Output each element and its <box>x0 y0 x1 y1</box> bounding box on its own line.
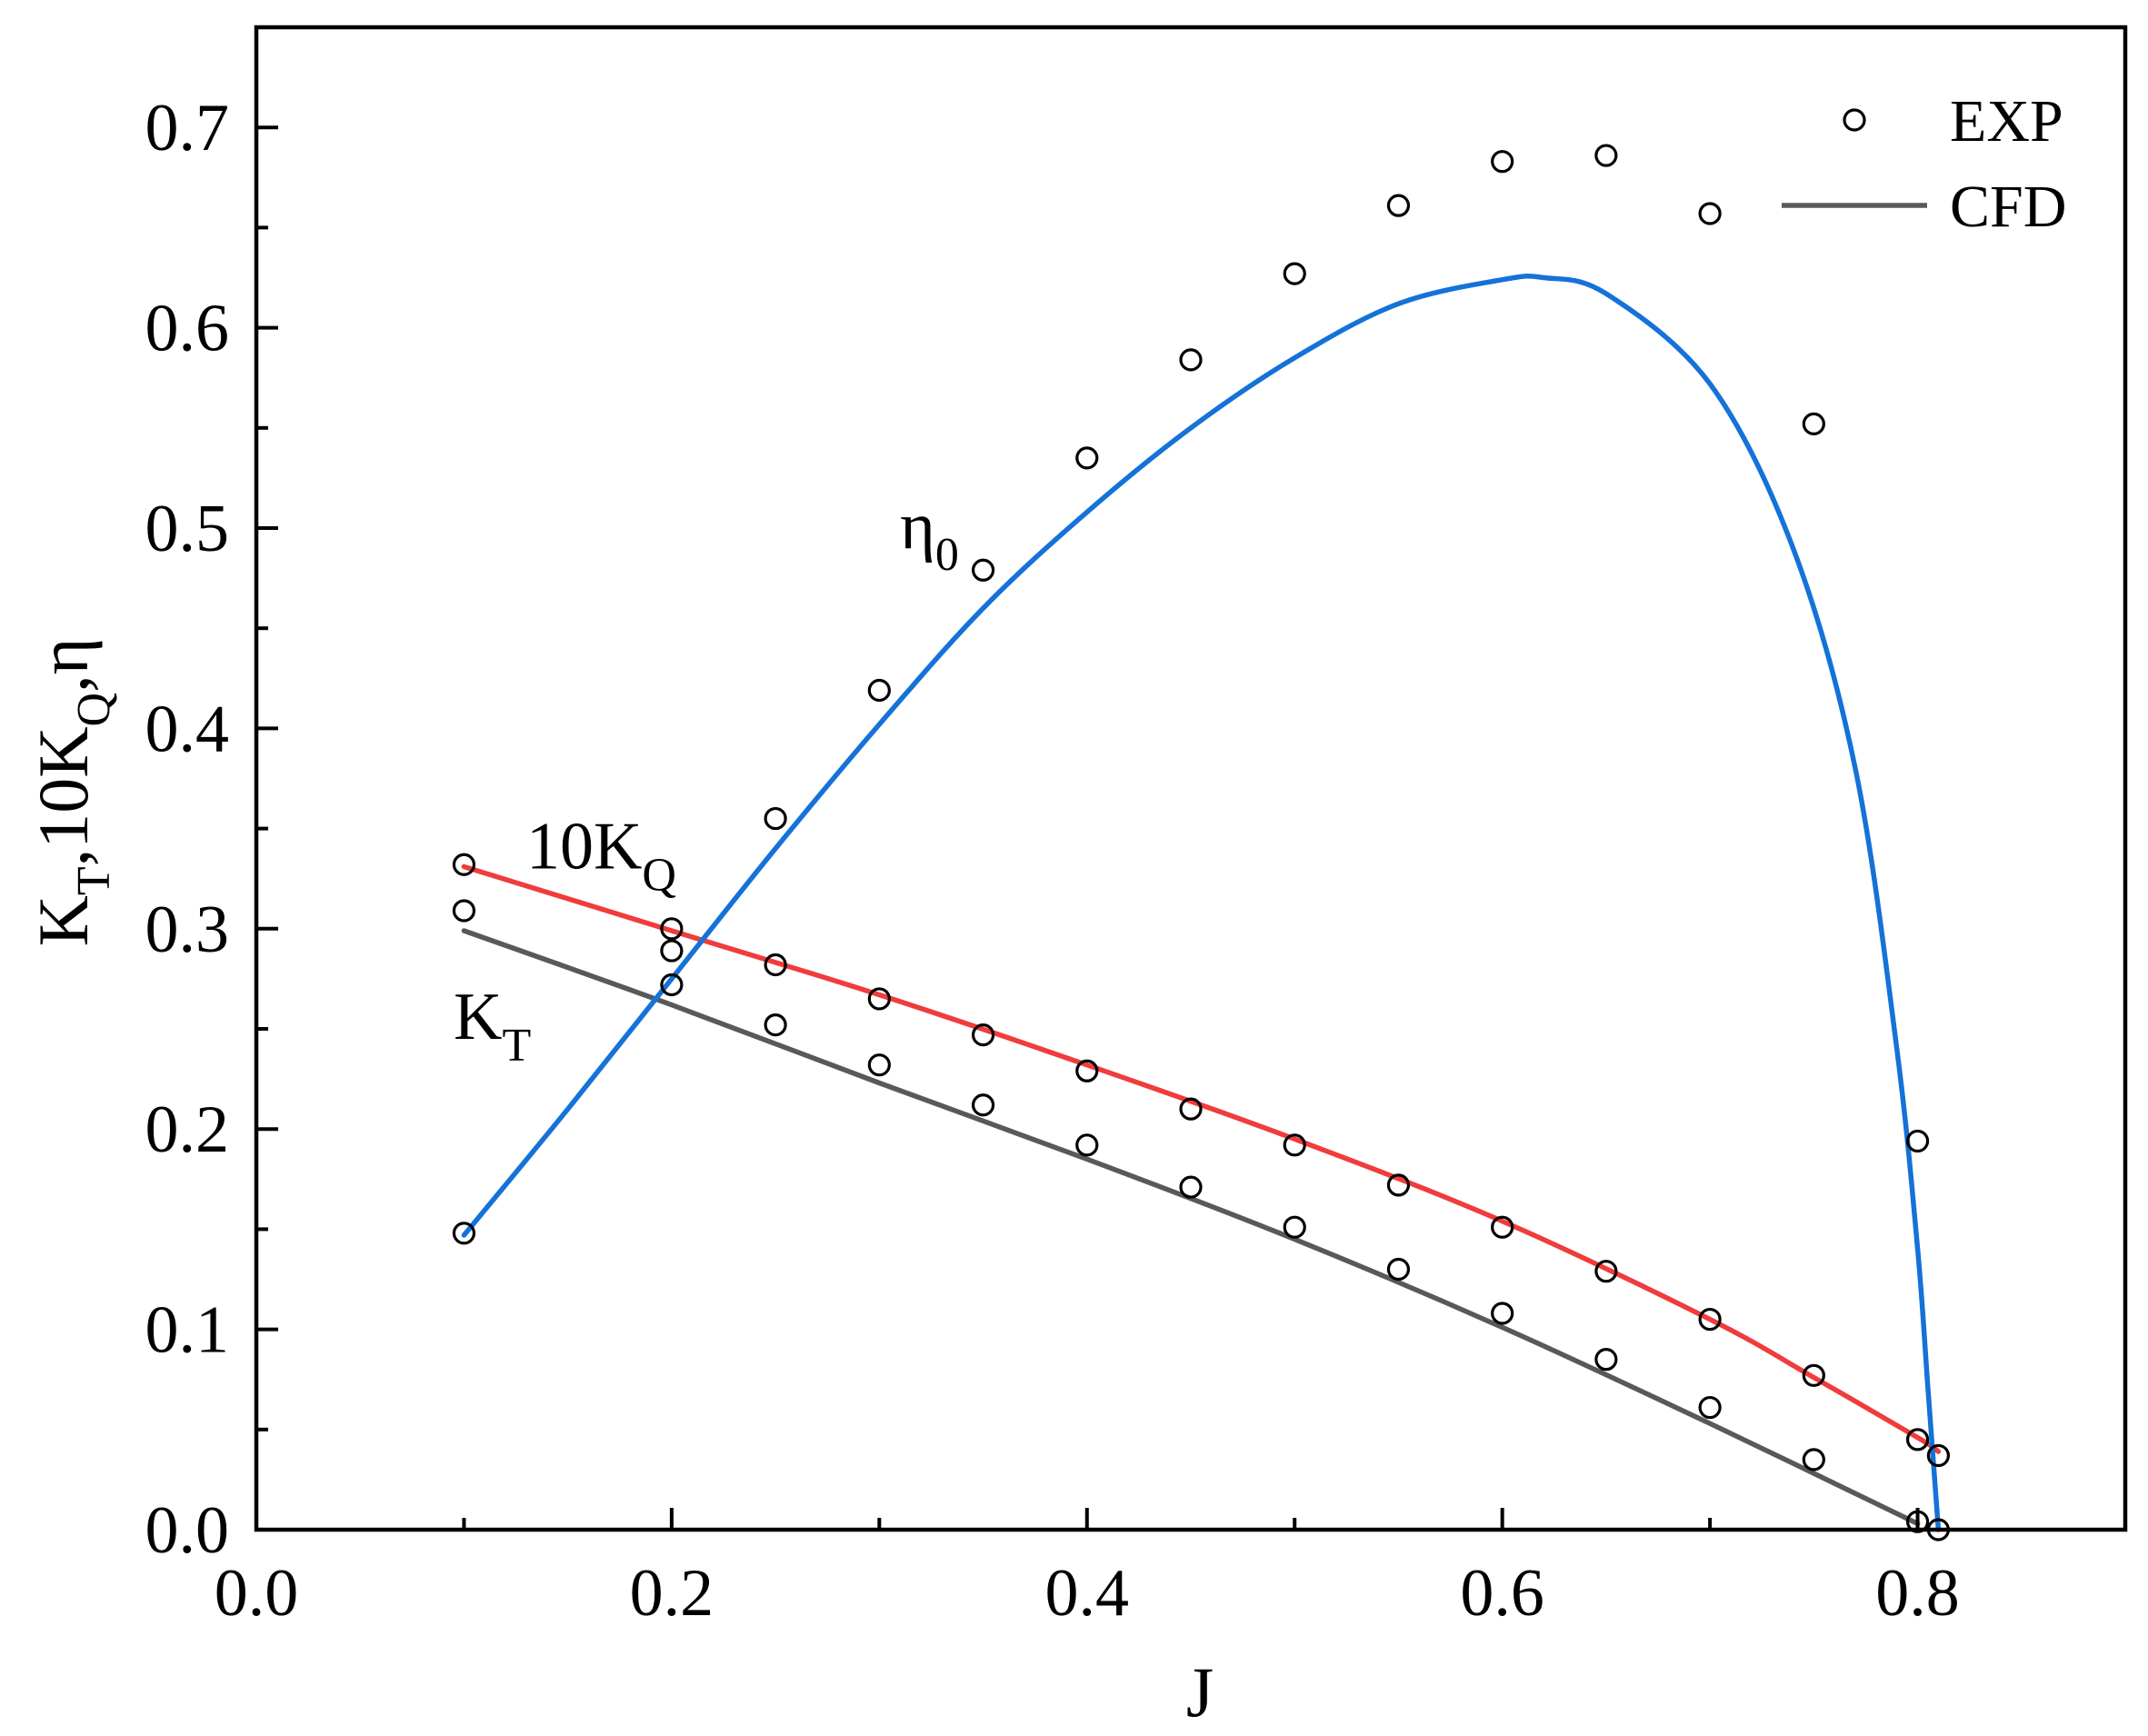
data-point-eta_exp <box>1075 446 1099 470</box>
y-axis-title-part: ,10K <box>24 726 103 866</box>
data-point-kt_exp <box>971 1093 995 1117</box>
data-point-kt_exp <box>1283 1215 1306 1239</box>
data-point-kq10_exp <box>1698 1307 1722 1332</box>
data-point-kt_exp <box>764 1013 787 1037</box>
curve-label-eta-part: 0 <box>935 529 959 581</box>
data-point-kq10_exp <box>1283 1133 1306 1157</box>
data-point-eta_exp <box>1179 348 1203 372</box>
data-point-eta_exp <box>1283 262 1306 285</box>
curve-label-kq10: 10KQ <box>526 810 676 902</box>
y-axis-title-part: Q <box>68 693 120 727</box>
data-point-kt_exp <box>1802 1448 1825 1472</box>
data-point-kq10_exp <box>1386 1173 1411 1197</box>
legend: EXP CFD <box>1782 88 2066 240</box>
curve-label-kt-part: T <box>502 1020 531 1072</box>
data-series-layer <box>452 144 1950 1541</box>
data-point-kq10_exp <box>867 987 891 1011</box>
data-point-kq10_exp <box>1905 1428 1930 1452</box>
data-point-kq10_exp <box>1926 1443 1950 1468</box>
legend-marker-exp <box>1843 108 1866 132</box>
x-tick-label: 0.0 <box>215 1556 299 1631</box>
y-tick-label: 0.3 <box>145 893 230 967</box>
data-point-eta_exp <box>867 678 891 703</box>
plot-frame <box>254 25 2128 1532</box>
data-point-kq10_exp <box>1179 1097 1203 1121</box>
data-point-eta_exp <box>1698 202 1722 225</box>
data-point-kq10_exp <box>1491 1215 1514 1239</box>
data-point-kt_exp <box>452 899 476 923</box>
data-point-eta_exp <box>1491 150 1514 174</box>
data-point-eta_exp <box>1802 412 1825 435</box>
x-tick-label: 0.2 <box>630 1556 714 1631</box>
series-line-kq10 <box>461 863 1942 1454</box>
y-axis-title-part: T <box>68 866 120 895</box>
data-point-kt_exp <box>660 973 684 997</box>
data-point-kq10_exp <box>1075 1059 1099 1083</box>
data-point-kt_exp <box>1698 1395 1722 1420</box>
data-point-kq10_exp <box>1594 1260 1618 1283</box>
data-point-kq10_exp <box>764 953 787 977</box>
legend-label: CFD <box>1950 174 2066 240</box>
data-point-eta_exp <box>764 806 787 831</box>
y-tick-label: 0.4 <box>145 692 230 766</box>
y-axis-title-part: ,η <box>24 638 103 693</box>
y-axis-title-group: KT,10KQ,η <box>24 638 120 947</box>
data-point-kt_exp <box>1179 1175 1203 1199</box>
data-point-eta_exp <box>1386 194 1411 217</box>
curve-label-kt: KT <box>454 980 531 1072</box>
curve-label-eta: η0 <box>900 489 959 581</box>
curve-label-kt-part: K <box>454 980 502 1054</box>
curve-label-eta-part: η <box>900 489 935 564</box>
y-tick-label: 0.1 <box>145 1293 230 1368</box>
data-point-kt_exp <box>1491 1302 1514 1325</box>
y-axis-title: KT,10KQ,η <box>24 638 120 947</box>
y-axis-title-part: K <box>24 895 103 946</box>
data-point-kq10_exp <box>971 1023 995 1047</box>
data-point-kq10_exp <box>660 939 684 963</box>
data-point-kt_exp <box>867 1053 891 1077</box>
data-point-kq10_exp <box>1802 1363 1825 1387</box>
axes-layer: 0.0 0.2 0.4 0.6 0.8 0.0 0.1 0.2 0.3 0.4 0.5 0.6 0.7 J… <box>24 25 2128 1731</box>
x-tick-label: 0.8 <box>1875 1556 1960 1631</box>
series-line-eta <box>461 274 1942 1532</box>
y-tick-label: 0.5 <box>145 492 230 566</box>
data-point-eta_exp <box>452 1222 476 1245</box>
y-tick-label: 0.7 <box>145 91 230 165</box>
y-tick-label: 0.2 <box>145 1092 230 1167</box>
data-point-kq10_exp <box>452 853 476 876</box>
x-axis-title: J <box>1186 1652 1214 1731</box>
data-point-eta_exp <box>971 558 995 582</box>
curve-label-kq10-part: 10K <box>526 810 642 884</box>
data-point-kq10_exp <box>660 917 684 941</box>
y-tick-label: 0.6 <box>145 292 230 366</box>
data-point-eta_exp <box>1905 1129 1930 1153</box>
data-point-eta_exp <box>1594 144 1618 167</box>
x-tick-label: 0.6 <box>1460 1556 1544 1631</box>
x-tick-label: 0.4 <box>1045 1556 1130 1631</box>
data-point-kt_exp <box>1594 1348 1618 1372</box>
curve-label-kq10-part: Q <box>642 850 676 902</box>
data-point-kt_exp <box>1386 1257 1411 1282</box>
legend-label: EXP <box>1950 88 2063 155</box>
data-point-kt_exp <box>1075 1133 1099 1157</box>
y-tick-label: 0.0 <box>145 1493 230 1568</box>
